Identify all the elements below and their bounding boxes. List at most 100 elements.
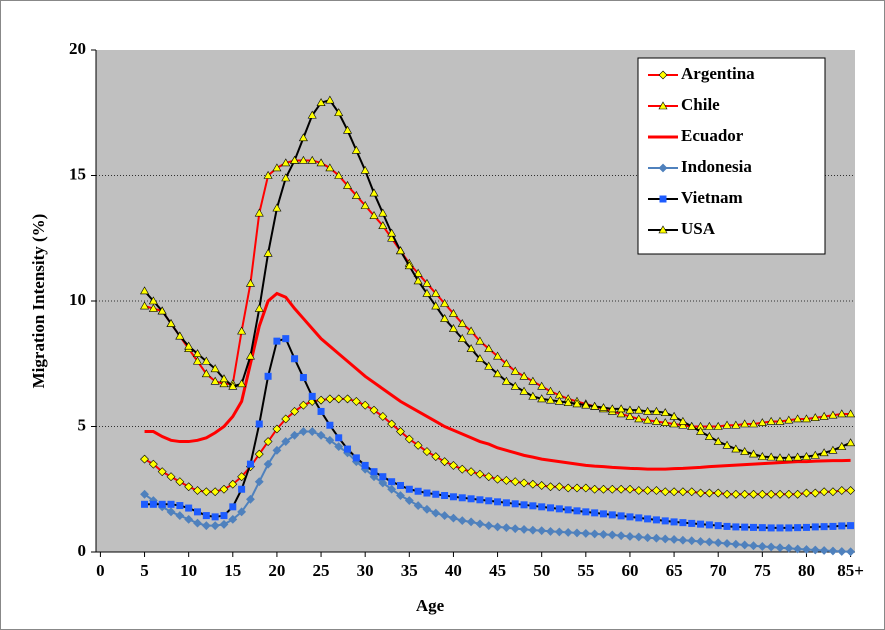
point: [625, 405, 635, 414]
point: [538, 503, 546, 511]
legend-marker: [658, 101, 668, 110]
point: [201, 487, 211, 497]
point: [140, 286, 150, 295]
point: [272, 203, 282, 212]
point: [263, 248, 273, 257]
legend-marker: [658, 163, 668, 173]
point: [317, 407, 325, 415]
point: [510, 477, 520, 487]
point: [563, 527, 573, 537]
point: [343, 180, 353, 189]
point: [511, 500, 519, 508]
point: [847, 522, 855, 530]
point: [273, 337, 281, 345]
point: [457, 464, 467, 474]
point: [485, 497, 493, 505]
point: [404, 261, 414, 270]
point: [794, 524, 802, 532]
point: [625, 484, 635, 494]
point: [617, 512, 625, 520]
point: [616, 484, 626, 494]
point: [510, 524, 520, 534]
y-tick-label: 20: [69, 39, 86, 58]
point: [388, 478, 396, 486]
point: [475, 469, 485, 479]
point: [713, 436, 723, 445]
point: [185, 504, 193, 512]
point: [846, 409, 856, 418]
point: [457, 318, 467, 327]
point: [723, 522, 731, 530]
point: [810, 450, 820, 459]
point: [210, 487, 220, 497]
point: [378, 478, 388, 488]
point: [704, 488, 714, 498]
point: [148, 459, 158, 469]
point: [651, 406, 661, 415]
point: [254, 449, 264, 459]
point: [537, 526, 547, 536]
point: [387, 228, 397, 237]
point: [591, 509, 599, 517]
x-tick-label: 10: [180, 561, 197, 580]
point: [810, 488, 820, 498]
point: [660, 487, 670, 497]
point: [581, 483, 591, 493]
point: [166, 472, 176, 482]
point: [802, 488, 811, 498]
point: [344, 445, 352, 453]
point: [175, 511, 185, 521]
point: [263, 459, 273, 469]
point: [237, 379, 247, 388]
point: [528, 391, 538, 400]
y-tick-label: 0: [78, 541, 87, 560]
point: [378, 208, 388, 217]
point: [635, 514, 643, 522]
point: [510, 381, 520, 390]
point: [599, 530, 608, 539]
point: [272, 424, 282, 434]
point: [828, 410, 838, 419]
point: [157, 467, 167, 477]
point: [696, 537, 705, 546]
point: [493, 522, 502, 532]
point: [484, 521, 494, 531]
point: [537, 481, 547, 490]
y-tick-label: 15: [69, 164, 86, 183]
point: [528, 376, 538, 385]
point: [820, 523, 828, 531]
point: [334, 394, 344, 404]
point: [422, 504, 432, 514]
legend-label: Ecuador: [681, 126, 744, 145]
point: [466, 517, 476, 527]
point: [432, 490, 440, 498]
point: [396, 491, 405, 500]
point: [449, 513, 458, 523]
point: [838, 522, 846, 530]
x-tick-label: 45: [489, 561, 506, 580]
point: [784, 453, 794, 462]
legend-label: Chile: [681, 95, 720, 114]
point: [607, 530, 617, 540]
point: [484, 472, 494, 482]
point: [431, 301, 441, 310]
point: [519, 524, 529, 534]
point: [290, 155, 300, 164]
point: [546, 482, 555, 492]
x-tick-label: 85+: [837, 561, 864, 580]
point: [519, 386, 529, 395]
point: [298, 133, 308, 142]
point: [678, 416, 688, 425]
point: [370, 468, 378, 476]
point: [696, 488, 705, 498]
point: [210, 376, 220, 385]
point: [766, 489, 776, 499]
point: [405, 485, 413, 493]
point: [819, 546, 829, 555]
point: [440, 457, 450, 467]
point: [396, 481, 404, 489]
point: [175, 331, 185, 340]
point: [590, 484, 600, 494]
point: [766, 542, 776, 552]
point: [237, 507, 247, 517]
